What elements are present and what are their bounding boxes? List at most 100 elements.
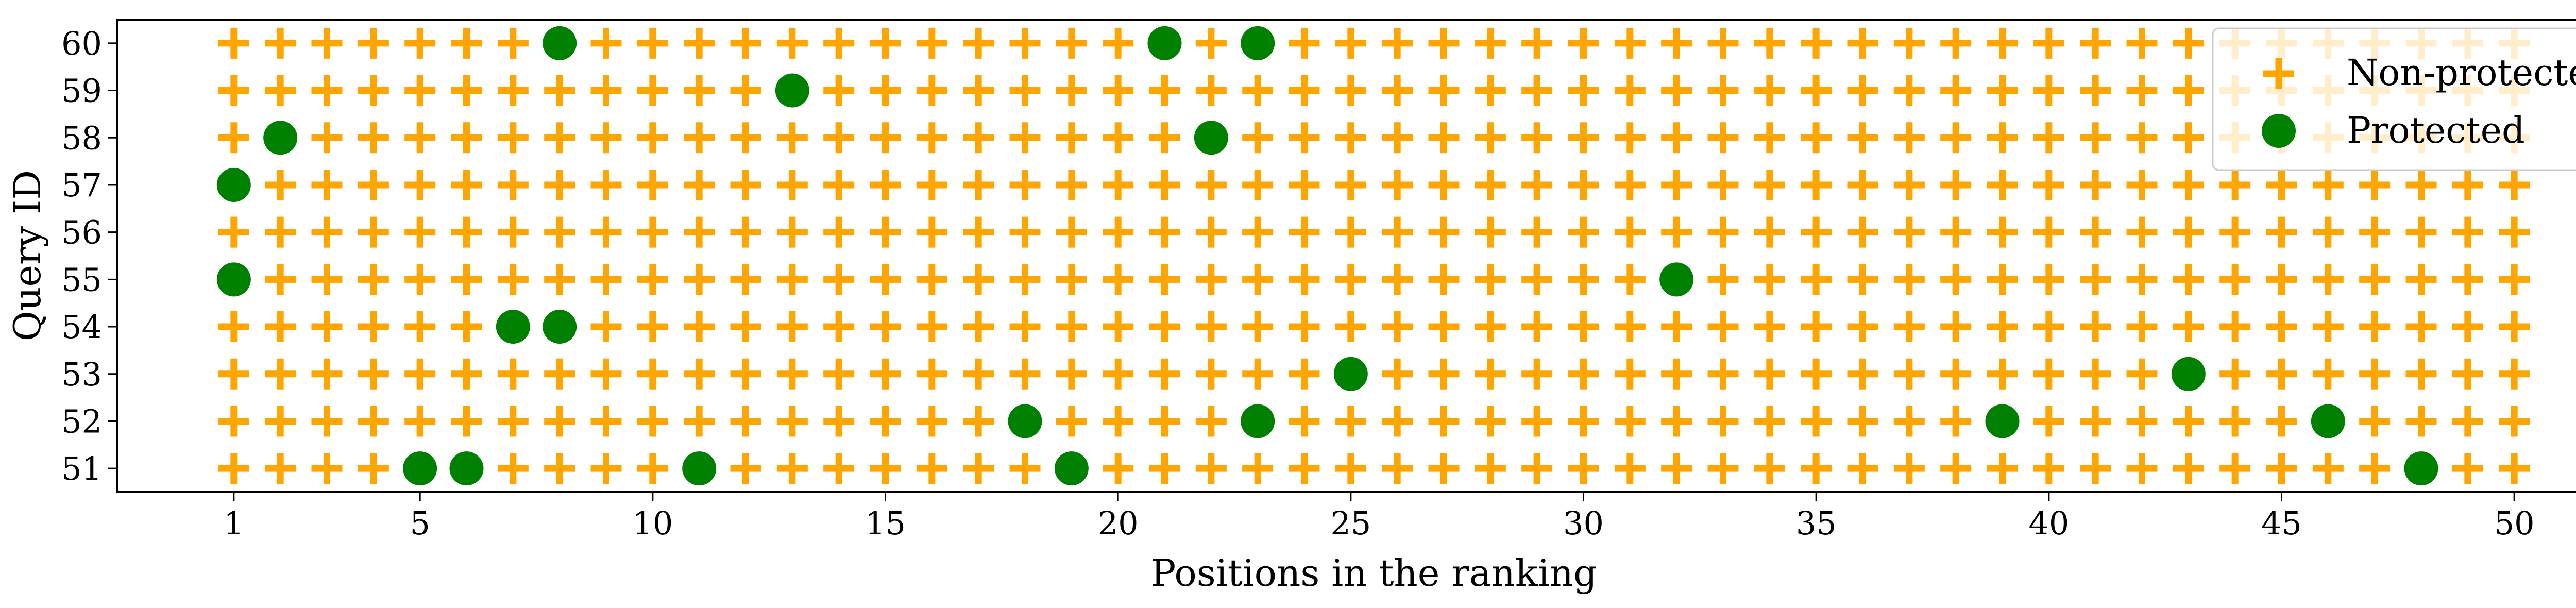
non-protected-point [1801, 169, 1832, 200]
non-protected-point [870, 169, 901, 200]
non-protected-point [730, 358, 761, 390]
non-protected-point [730, 311, 761, 343]
non-protected-point [1614, 169, 1646, 200]
non-protected-point [1382, 75, 1413, 106]
non-protected-point [1847, 453, 1878, 484]
non-protected-point [1847, 169, 1878, 200]
non-protected-point [1382, 216, 1413, 248]
non-protected-point [870, 264, 901, 295]
non-protected-point [1801, 406, 1832, 437]
non-protected-point [963, 75, 994, 106]
protected-point [682, 451, 717, 486]
non-protected-point [2219, 169, 2251, 200]
non-protected-point [1009, 453, 1041, 484]
non-protected-point [1242, 169, 1274, 200]
non-protected-point [1521, 216, 1553, 248]
non-protected-point [730, 27, 761, 59]
protected-point [496, 310, 530, 344]
non-protected-point [1568, 216, 1599, 248]
non-protected-point [1521, 406, 1553, 437]
non-protected-point [730, 264, 761, 295]
non-protected-point [1335, 311, 1366, 343]
non-protected-point [451, 216, 482, 248]
non-protected-point [684, 216, 715, 248]
non-protected-point [2080, 122, 2111, 154]
non-protected-point [1614, 453, 1646, 484]
non-protected-point [2126, 122, 2158, 154]
non-protected-point [1614, 264, 1646, 295]
non-protected-point [1893, 75, 1925, 106]
non-protected-point [1242, 264, 1274, 295]
non-protected-point [1987, 311, 2018, 343]
non-protected-point [1335, 264, 1366, 295]
non-protected-point [1661, 27, 1692, 59]
non-protected-point [1103, 453, 1134, 484]
non-protected-point [1754, 75, 1785, 106]
non-protected-point [1195, 75, 1227, 106]
non-protected-point [963, 264, 994, 295]
non-protected-point [544, 358, 575, 390]
non-protected-point [451, 169, 482, 200]
non-protected-point [2080, 75, 2111, 106]
non-protected-point [1009, 169, 1041, 200]
non-protected-point [544, 264, 575, 295]
non-protected-point [590, 264, 622, 295]
non-protected-point [590, 27, 622, 59]
non-protected-point [1801, 264, 1832, 295]
non-protected-point [1801, 75, 1832, 106]
non-protected-point [1428, 169, 1460, 200]
non-protected-point [1893, 122, 1925, 154]
non-protected-point [1614, 216, 1646, 248]
non-protected-point [2452, 169, 2483, 200]
non-protected-point [1289, 358, 1320, 390]
non-protected-point [916, 122, 947, 154]
non-protected-point [265, 358, 296, 390]
non-protected-point [2033, 169, 2064, 200]
non-protected-point [1195, 358, 1227, 390]
legend-non-protected-marker [2263, 58, 2294, 89]
non-protected-point [1103, 406, 1134, 437]
non-protected-point [684, 311, 715, 343]
non-protected-point [311, 122, 343, 154]
non-protected-point [1568, 358, 1599, 390]
protected-point [1333, 357, 1368, 391]
non-protected-point [1289, 311, 1320, 343]
non-protected-point [1893, 358, 1925, 390]
non-protected-point [1056, 169, 1087, 200]
non-protected-point [1289, 169, 1320, 200]
non-protected-point [2033, 453, 2064, 484]
non-protected-point [1893, 216, 1925, 248]
non-protected-point [1382, 264, 1413, 295]
non-protected-point [2452, 406, 2483, 437]
non-protected-point [1242, 75, 1274, 106]
non-protected-point [1289, 264, 1320, 295]
non-protected-point [218, 406, 249, 437]
y-axis-label: Query ID [6, 170, 49, 341]
non-protected-point [1009, 75, 1041, 106]
non-protected-point [637, 406, 668, 437]
non-protected-point [1428, 358, 1460, 390]
non-protected-point [590, 453, 622, 484]
non-protected-point [1521, 75, 1553, 106]
non-protected-point [1149, 216, 1180, 248]
non-protected-point [2266, 406, 2297, 437]
non-protected-point [2219, 311, 2251, 343]
x-tick-label: 35 [1796, 504, 1837, 542]
non-protected-point [1754, 264, 1785, 295]
non-protected-point [776, 122, 808, 154]
non-protected-point [2312, 311, 2344, 343]
non-protected-point [2359, 264, 2391, 295]
non-protected-point [265, 216, 296, 248]
protected-point [263, 121, 298, 155]
non-protected-point [1707, 27, 1739, 59]
non-protected-point [1707, 406, 1739, 437]
non-protected-point [1940, 453, 1972, 484]
non-protected-point [1475, 169, 1506, 200]
non-protected-point [404, 264, 436, 295]
non-protected-point [1940, 75, 1972, 106]
non-protected-point [1754, 216, 1785, 248]
non-protected-point [2033, 122, 2064, 154]
non-protected-point [963, 406, 994, 437]
non-protected-point [2405, 169, 2437, 200]
legend-protected-label: Protected [2347, 109, 2525, 151]
